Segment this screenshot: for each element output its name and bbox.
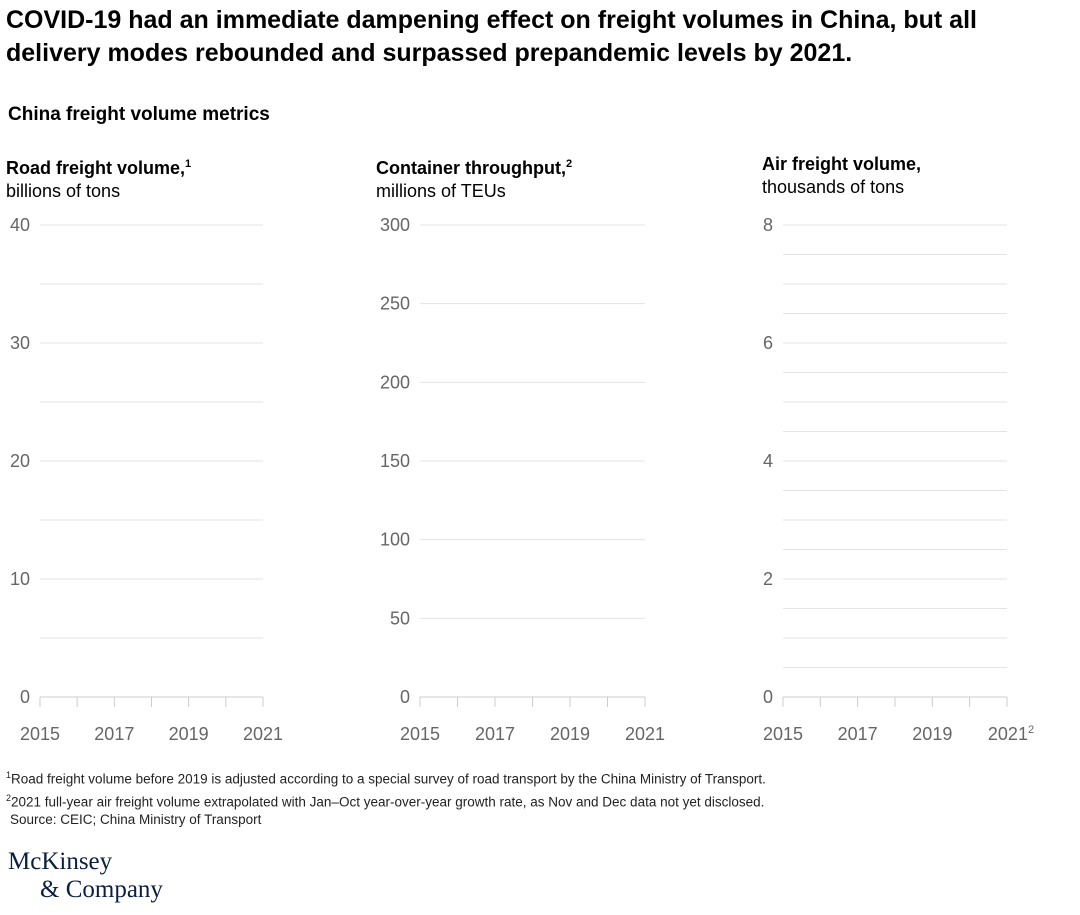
y-tick-label: 6 — [763, 333, 773, 353]
y-tick-label: 0 — [400, 687, 410, 707]
x-tick-label: 2015 — [20, 724, 60, 744]
panel-unit: billions of tons — [6, 181, 121, 201]
y-tick-label: 8 — [763, 215, 773, 235]
panel-title: Container throughput, — [376, 158, 566, 178]
x-tick-label: 2021 — [625, 724, 665, 744]
y-tick-label: 30 — [10, 333, 30, 353]
y-tick-label: 40 — [10, 215, 30, 235]
x-tick-label: 2015 — [763, 724, 803, 744]
y-tick-label: 250 — [380, 294, 410, 314]
panel-title: Road freight volume, — [6, 158, 186, 178]
mckinsey-logo: McKinsey & Company — [8, 848, 163, 903]
footnote-mark: 1 — [185, 158, 192, 170]
y-tick-label: 20 — [10, 451, 30, 471]
footnote-1: 1Road freight volume before 2019 is adju… — [6, 770, 766, 787]
x-tick-label: 2021 — [243, 724, 283, 744]
x-tick-label: 2019 — [169, 724, 209, 744]
x-tick-label: 2019 — [912, 724, 952, 744]
x-tick-label: 20212 — [988, 724, 1034, 744]
x-tick-label: 2019 — [550, 724, 590, 744]
chart-title: COVID-19 had an immediate dampening effe… — [6, 6, 977, 67]
x-tick-label: 2017 — [838, 724, 878, 744]
x-tick-label: 2017 — [475, 724, 515, 744]
panel-unit: millions of TEUs — [376, 181, 506, 201]
y-tick-label: 50 — [390, 608, 410, 628]
source: Source: CEIC; China Ministry of Transpor… — [10, 812, 262, 827]
x-tick-label: 2017 — [94, 724, 134, 744]
x-tick-label: 2015 — [400, 724, 440, 744]
panel-header-container: Container throughput,2 millions of TEUs — [376, 153, 572, 203]
y-tick-label: 10 — [10, 569, 30, 589]
y-tick-label: 150 — [380, 451, 410, 471]
chart-subtitle: China freight volume metrics — [8, 104, 270, 125]
y-tick-label: 0 — [763, 687, 773, 707]
panel-unit: thousands of tons — [762, 177, 905, 197]
y-tick-label: 2 — [763, 569, 773, 589]
y-tick-label: 200 — [380, 372, 410, 392]
panel-header-road: Road freight volume,1 billions of tons — [6, 153, 191, 203]
footnotes: 1Road freight volume before 2019 is adju… — [6, 766, 766, 829]
panel-title: Air freight volume, — [762, 154, 922, 174]
y-tick-label: 300 — [380, 215, 410, 235]
y-tick-label: 100 — [380, 530, 410, 550]
panel-header-air: Air freight volume, thousands of tons — [762, 153, 921, 199]
footnote-mark: 2 — [565, 158, 573, 170]
y-tick-label: 0 — [20, 687, 30, 707]
y-tick-label: 4 — [763, 451, 773, 471]
footnote-2: 22021 full-year air freight volume extra… — [6, 792, 765, 810]
